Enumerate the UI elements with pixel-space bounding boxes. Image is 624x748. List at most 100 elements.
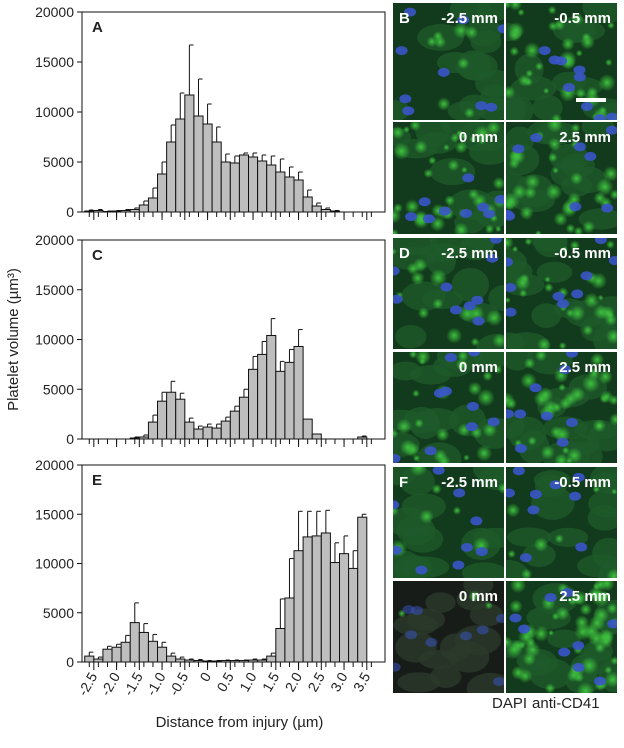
stain-legend-entry: DAPI — [492, 695, 527, 712]
bar — [139, 632, 148, 662]
error-bar — [189, 418, 193, 422]
tile-label: 0 mm — [459, 129, 498, 146]
bar — [303, 537, 312, 662]
y-tick-label: 5000 — [43, 605, 74, 621]
bar — [212, 428, 221, 439]
tile-label: 2.5 mm — [559, 129, 611, 146]
plot-frame — [82, 240, 385, 439]
error-bar — [171, 125, 175, 142]
bar — [321, 533, 330, 662]
bar — [158, 647, 167, 662]
panel-label: B — [399, 10, 410, 27]
tile-label: -2.5 mm — [441, 10, 498, 27]
bar — [285, 177, 294, 212]
error-bar — [289, 349, 293, 362]
error-bar — [235, 406, 239, 411]
bar — [158, 401, 167, 439]
x-tick-label: 0 — [196, 669, 214, 684]
bar — [340, 554, 349, 662]
y-tick-label: 20000 — [35, 457, 74, 473]
error-bar — [326, 510, 330, 533]
y-tick-label: 15000 — [35, 282, 74, 298]
bar — [221, 162, 230, 212]
y-tick-label: 20000 — [35, 4, 74, 20]
x-tick-label: 3.0 — [327, 669, 351, 694]
bar — [158, 174, 167, 212]
bar — [176, 399, 185, 439]
error-bar — [226, 417, 230, 421]
bar — [294, 346, 303, 439]
error-bar — [217, 127, 221, 142]
tile-label: 2.5 mm — [559, 359, 611, 376]
bar — [239, 155, 248, 212]
bar — [230, 163, 239, 212]
error-bar — [280, 599, 284, 629]
bar — [167, 142, 176, 212]
error-bar — [189, 45, 193, 95]
error-bar — [262, 155, 266, 161]
error-bar — [144, 201, 148, 205]
tile-label: 2.5 mm — [559, 588, 611, 605]
bar — [230, 411, 239, 439]
error-bar — [144, 624, 148, 633]
error-bar — [299, 172, 303, 180]
bar — [249, 157, 258, 212]
panel-label: F — [399, 474, 408, 491]
y-tick-label: 10000 — [35, 332, 74, 348]
error-bar — [153, 634, 157, 641]
error-bar — [344, 536, 348, 554]
tile-label: 0 mm — [459, 588, 498, 605]
bar — [212, 142, 221, 212]
bar — [276, 172, 285, 212]
panel-label: E — [92, 472, 102, 489]
bar — [148, 422, 157, 439]
error-bar — [180, 393, 184, 399]
tile-label: 0 mm — [459, 359, 498, 376]
bar — [221, 421, 230, 439]
y-tick-label: 5000 — [43, 154, 74, 170]
error-bar — [317, 511, 321, 536]
error-bar — [180, 93, 184, 119]
error-bar — [299, 330, 303, 347]
x-tick-label: 3.5 — [350, 669, 374, 694]
bar — [112, 647, 121, 662]
x-tick-label: 2.5 — [304, 669, 328, 694]
error-bar — [335, 211, 339, 212]
bar — [103, 649, 112, 662]
bar — [267, 336, 276, 439]
tile-label: -0.5 mm — [554, 474, 611, 491]
bar — [167, 656, 176, 662]
x-axis-label: Distance from injury (µm) — [156, 714, 324, 731]
error-bar — [198, 79, 202, 116]
bar — [276, 371, 285, 439]
bar — [203, 124, 212, 212]
bar — [239, 397, 248, 439]
x-tick-label: -0.5 — [165, 669, 191, 698]
bar — [185, 95, 194, 212]
error-bar — [308, 190, 312, 197]
bar — [139, 205, 148, 212]
bar — [258, 354, 267, 439]
y-tick-label: 0 — [66, 204, 74, 220]
x-tick-label: 0.5 — [213, 669, 237, 694]
x-tick-label: 1.5 — [259, 669, 283, 694]
bar — [130, 623, 139, 662]
error-bar — [162, 642, 166, 647]
error-bar — [107, 211, 111, 212]
error-bar — [271, 319, 275, 336]
bar — [312, 206, 321, 212]
bar — [194, 429, 203, 439]
bar — [303, 419, 312, 439]
tile-label: -2.5 mm — [441, 245, 498, 262]
y-tick-label: 0 — [66, 654, 74, 670]
bar — [358, 517, 367, 662]
bar — [148, 641, 157, 662]
bar — [148, 198, 157, 212]
panel-label: D — [399, 245, 410, 262]
bar — [285, 598, 294, 662]
y-tick-label: 20000 — [35, 232, 74, 248]
bar — [185, 422, 194, 439]
error-bar — [217, 424, 221, 428]
x-tick-label: -2.0 — [97, 669, 123, 698]
